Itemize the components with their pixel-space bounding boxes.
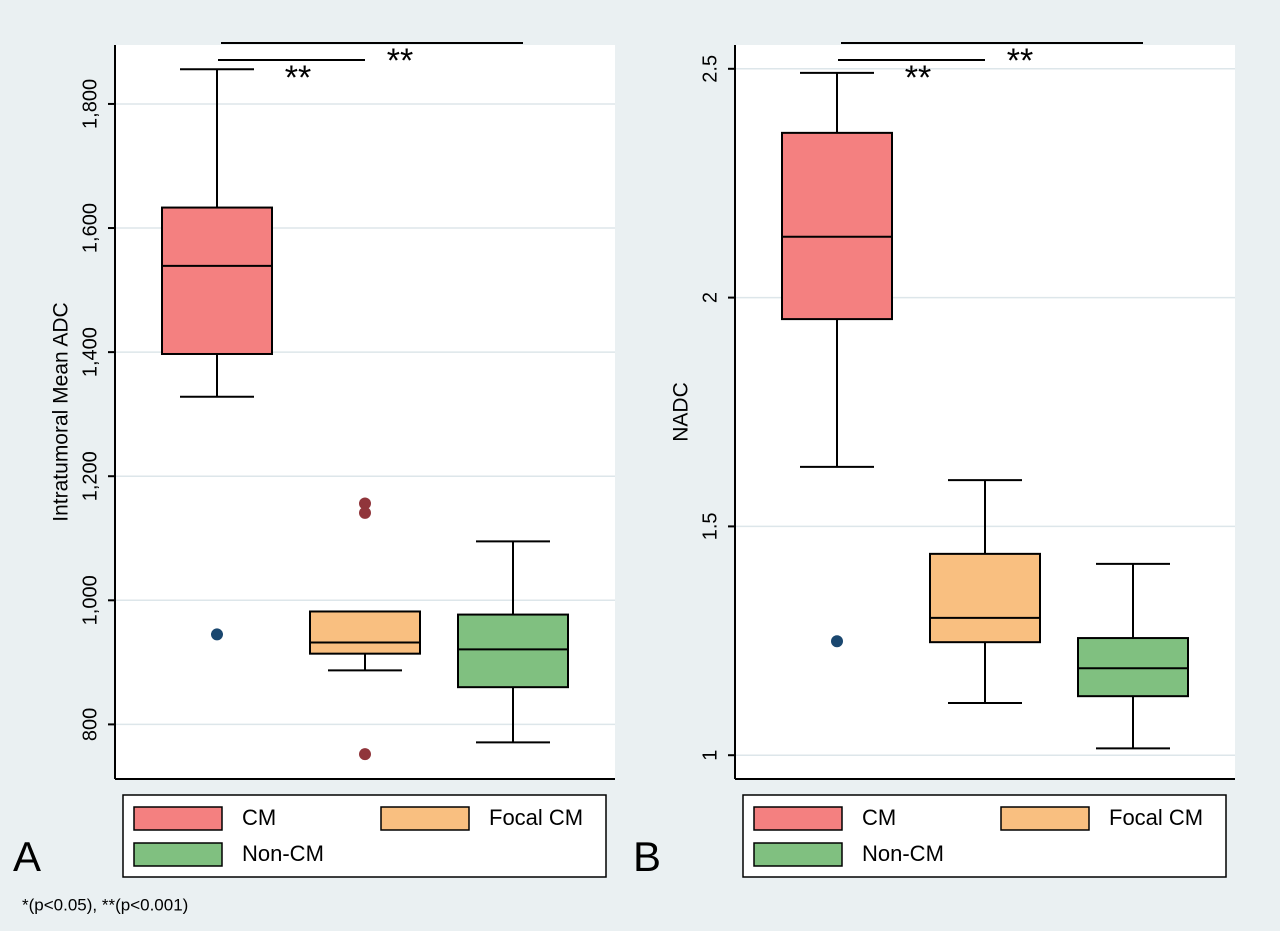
box: [161, 206, 273, 355]
box: [929, 552, 1041, 644]
panel-label: B: [633, 833, 661, 880]
legend-swatch: [753, 806, 843, 831]
legend-label: Non-CM: [242, 841, 324, 866]
significance-label: **: [285, 59, 311, 97]
significance-label: **: [905, 59, 931, 97]
legend-label: CM: [862, 805, 896, 830]
y-tick-label: 1,000: [79, 575, 101, 625]
legend-label: Focal CM: [1109, 805, 1203, 830]
outlier: [211, 628, 223, 641]
legend-swatch: [133, 842, 223, 867]
legend-label: Focal CM: [489, 805, 583, 830]
box: [457, 613, 569, 689]
outlier: [359, 748, 371, 761]
box: [1077, 637, 1189, 698]
y-tick-label: 2.5: [699, 55, 721, 83]
footnote: *(p<0.05), **(p<0.001): [22, 895, 188, 914]
significance-label: **: [387, 42, 413, 80]
y-axis-label: NADC: [670, 382, 693, 442]
legend-swatch: [753, 842, 843, 867]
legend-swatch: [380, 806, 470, 831]
y-tick-label: 1,600: [79, 203, 101, 253]
box: [309, 610, 421, 655]
legend-label: CM: [242, 805, 276, 830]
outlier: [831, 635, 843, 648]
y-axis-label: Intratumoral Mean ADC: [50, 302, 73, 521]
panel-label: A: [13, 833, 41, 880]
y-tick-label: 1.5: [699, 512, 721, 540]
y-tick-label: 1,400: [79, 327, 101, 377]
y-tick-label: 800: [79, 708, 101, 741]
legend-swatch: [133, 806, 223, 831]
y-tick-label: 2: [699, 292, 721, 303]
box: [781, 131, 893, 321]
y-tick-label: 1,200: [79, 451, 101, 501]
legend-label: Non-CM: [862, 841, 944, 866]
significance-label: **: [1007, 42, 1033, 80]
legend-swatch: [1000, 806, 1090, 831]
outlier: [359, 497, 371, 510]
outlier: [359, 506, 371, 519]
y-tick-label: 1,800: [79, 79, 101, 129]
y-tick-label: 1: [699, 750, 721, 761]
